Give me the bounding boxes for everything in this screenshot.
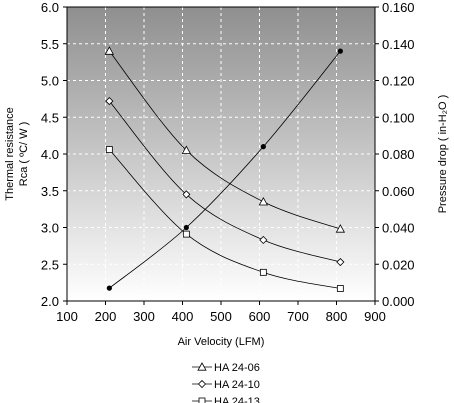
x-tick-label: 600 [249,309,271,324]
y-left-tick-label: 4.5 [41,110,59,125]
y-left-tick-label: 2.0 [41,294,59,309]
y-right-tick-label: 0.060 [382,184,415,199]
y-axis-left-title-line1: Thermal resistance [4,107,16,201]
data-point [336,285,344,292]
data-point [259,235,268,245]
series-ha-24-06 [104,46,346,233]
data-point [258,196,269,206]
data-point [335,224,346,233]
y-left-tick-label: 6.0 [41,0,59,15]
y-left-tick-label: 5.5 [41,37,59,52]
data-point [104,46,115,55]
legend-label: HA 24-10 [214,379,260,391]
data-point [337,48,343,54]
grid-lines [67,7,375,301]
data-point [106,285,112,291]
data-point [182,230,190,238]
data-point [183,224,189,231]
y-left-tick-label: 4.0 [41,147,59,162]
y-left-tick-label: 3.0 [41,221,59,236]
y-right-tick-label: 0.020 [382,257,415,272]
series-line [109,50,341,230]
legend-marker [197,379,207,389]
y-right-tick-label: 0.040 [382,221,415,236]
x-axis-title: Air Velocity (LFM) [178,336,265,348]
series-line [109,100,341,263]
series-layer [104,46,346,292]
y-left-tick-label: 5.0 [41,74,59,89]
x-tick-label: 800 [326,309,348,324]
tick-labels: 100 200 300 400 500 600 700 800 900 2.0 2.5 3.0 3.5 4… [41,0,415,324]
legend-marker [198,397,206,403]
y-right-tick-label: 0.140 [382,37,415,52]
x-tick-label: 700 [287,309,309,324]
legend-label: HA 24-06 [214,362,260,374]
y-right-tick-label: 0.080 [382,147,415,162]
legend-item: HA 24-10 [192,379,260,391]
series-ha-24-13 [105,146,344,292]
x-tick-label: 300 [133,309,155,324]
legend-marker [197,362,207,371]
data-point [105,146,113,153]
x-tick-label: 100 [56,309,78,324]
data-point [259,268,267,276]
x-tick-label: 500 [210,309,232,324]
data-point [336,257,345,267]
y-right-tick-label: 0.000 [382,294,415,309]
x-tick-label: 900 [364,309,386,324]
data-point [182,190,191,199]
y-right-tick-label: 0.160 [382,0,415,15]
y-right-tick-label: 0.120 [382,74,415,89]
data-point [105,97,114,106]
series-line [109,149,341,289]
y-axis-left-title-line2: Rca ( ºC/ W ) [18,122,30,187]
legend: HA 24-06 HA 24-10 HA 24-13 [192,362,260,403]
x-tick-label: 400 [172,309,194,324]
y-right-tick-label: 0.100 [382,110,415,125]
series-ha-24-10 [105,97,345,267]
legend-label: HA 24-13 [214,396,260,403]
data-point [181,145,192,154]
x-tick-label: 200 [95,309,117,324]
y-left-tick-label: 3.5 [41,184,59,199]
y-axis-right-title: Pressure drop ( in-H₂O ) [437,95,449,214]
legend-item: HA 24-13 [192,396,260,403]
data-point [260,144,266,150]
series-line [109,50,341,289]
legend-item: HA 24-06 [192,362,260,374]
y-left-tick-label: 2.5 [41,257,59,272]
series-pressure-drop [106,48,343,291]
